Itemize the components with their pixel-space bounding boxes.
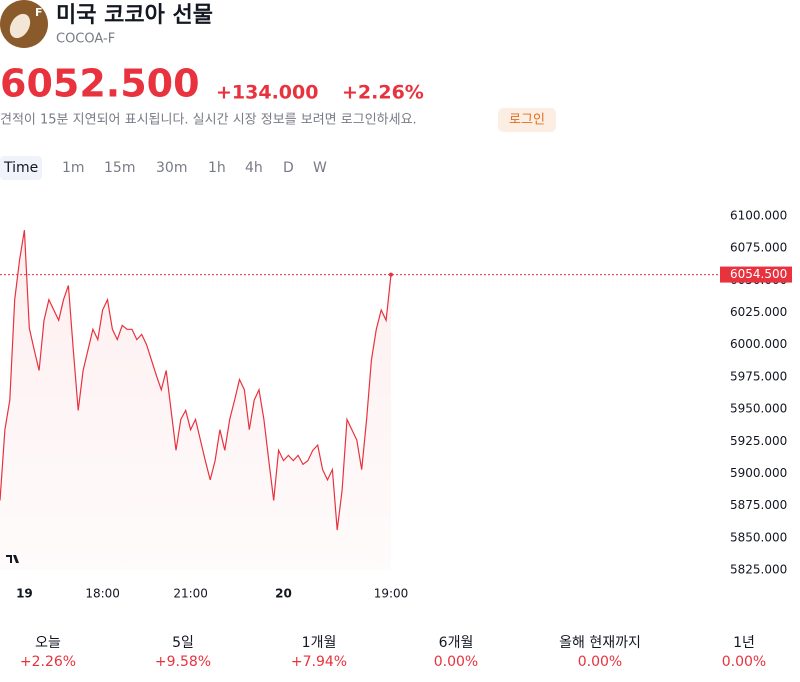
timeframe[interactable]: 15m [104, 160, 135, 176]
performance-row: 오늘 +2.26% 5일 +9.58% 1개월 +7.94% 6개월 0.00% 올해 현재까지… [20, 635, 766, 670]
period-label[interactable]: 1개월 [302, 635, 337, 651]
price: 6052.500 [0, 62, 200, 106]
current-price-label: 6054.500 [730, 267, 787, 281]
y-tick-label: 5850.000 [730, 530, 787, 544]
y-tick-label: 6100.000 [730, 209, 787, 223]
x-tick-label: 21:00 [173, 587, 208, 601]
y-tick-label: 6025.000 [730, 305, 787, 319]
y-tick-label: 5975.000 [730, 369, 787, 383]
x-tick-label: 18:00 [85, 587, 120, 601]
period-label[interactable]: 올해 현재까지 [559, 635, 641, 651]
timeframe[interactable]: 4h [245, 160, 263, 176]
timeframe[interactable]: 1h [208, 160, 226, 176]
period-label[interactable]: 1년 [733, 635, 755, 651]
period-label[interactable]: 오늘 [35, 635, 61, 651]
timeframe[interactable]: D [283, 160, 294, 176]
current-price-box [720, 266, 792, 283]
change-pct: +2.26% [342, 82, 424, 104]
change: +134.000 [216, 82, 318, 104]
login-button[interactable] [498, 108, 556, 132]
period-change[interactable]: 0.00% [722, 654, 766, 670]
area [0, 230, 391, 570]
y-tick-label: 5875.000 [730, 498, 787, 512]
title: 미국 코코아 선물 [56, 3, 213, 28]
tv-logo-shape [6, 555, 19, 563]
symbol: COCOA-F [56, 32, 115, 47]
timeframe[interactable]: W [313, 160, 327, 176]
x-tick-label: 19:00 [374, 587, 409, 601]
y-tick-label: 6075.000 [730, 241, 787, 255]
y-tick-label: 5950.000 [730, 402, 787, 416]
y-tick-label: 5825.000 [730, 563, 787, 577]
x-tick-label: 19 [16, 587, 33, 601]
last-point [389, 272, 393, 277]
y-tick-label: 5900.000 [730, 466, 787, 480]
timeframe-bar: Time 1m 15m 30m 1h 4h D W [0, 156, 327, 180]
period-change[interactable]: +7.94% [291, 654, 347, 670]
period-change[interactable]: +2.26% [20, 654, 76, 670]
timeframe[interactable]: 1m [62, 160, 85, 176]
timeframe[interactable]: Time [3, 160, 38, 176]
bean-icon [9, 13, 31, 39]
delay-notice: 견적이 15분 지연되어 표시됩니다. 실시간 시장 정보를 보려면 로그인하세… [0, 113, 417, 128]
login-label[interactable]: 로그인 [509, 113, 545, 128]
y-tick-label: 5925.000 [730, 434, 787, 448]
timeframe[interactable]: 30m [156, 160, 187, 176]
icon-letter: F [35, 6, 43, 19]
period-label[interactable]: 5일 [172, 635, 194, 651]
period-change[interactable]: +9.58% [155, 654, 211, 670]
y-tick-label: 6000.000 [730, 337, 787, 351]
period-change[interactable]: 0.00% [578, 654, 622, 670]
chart: 5825.000 5850.000 5875.000 5900.000 5925.000… [0, 209, 792, 601]
period-label[interactable]: 6개월 [439, 635, 474, 651]
period-change[interactable]: 0.00% [434, 654, 478, 670]
x-tick-label: 20 [275, 587, 292, 601]
timeframe-selected[interactable] [0, 156, 42, 180]
price-line [0, 230, 392, 531]
